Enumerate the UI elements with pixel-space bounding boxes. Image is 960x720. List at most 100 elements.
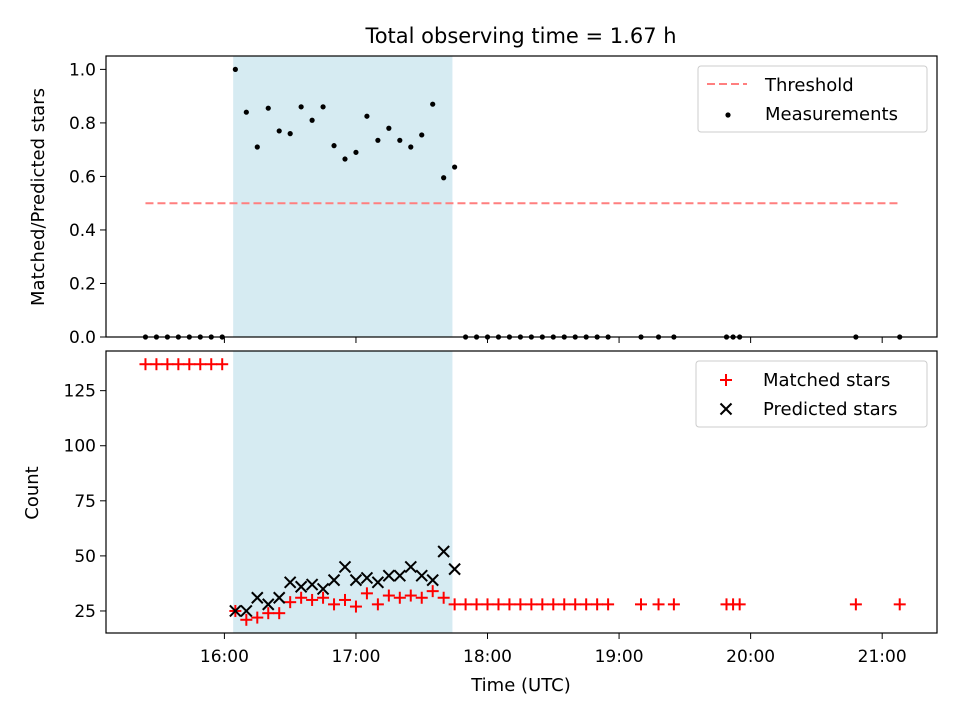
measurement-point <box>430 101 436 107</box>
predicted-star-point <box>338 560 352 574</box>
matched-star-point <box>514 598 527 611</box>
predicted-marker-b <box>415 569 428 582</box>
matched-star-point <box>382 589 395 602</box>
predicted-marker-b <box>283 576 297 589</box>
predicted-marker-b <box>426 573 439 587</box>
matched-star-point <box>415 591 428 604</box>
measurement-point <box>353 149 359 155</box>
matched-star-point <box>262 607 275 620</box>
matched-star-point <box>317 591 330 604</box>
top-y-tick-label: 0.6 <box>69 167 96 187</box>
matched-star-point <box>338 593 351 606</box>
matched-star-point <box>404 589 417 602</box>
predicted-marker-b <box>719 402 733 416</box>
predicted-marker-b <box>294 580 308 593</box>
matched-star-point <box>849 598 862 611</box>
predicted-marker-b <box>262 598 275 611</box>
bottom-panel: 25 50 75 100 125 16:00 17:00 18:00 19:00 20:00 21… <box>22 350 938 696</box>
measurement-point <box>386 125 392 131</box>
top-observing-window-shade <box>233 56 453 337</box>
predicted-star-point <box>251 591 264 604</box>
measurement-point <box>342 156 348 162</box>
matched-star-point <box>503 598 516 611</box>
matched-legend-plus <box>720 374 732 386</box>
predicted-marker-b <box>229 604 242 618</box>
matched-star-point <box>547 598 560 611</box>
measurement-point <box>331 143 337 149</box>
top-y-tick-label: 0.2 <box>69 274 96 294</box>
matched-star-point <box>492 598 505 611</box>
predicted-star-point <box>229 604 242 618</box>
top-panel: 0.0 0.2 0.4 0.6 0.8 1.0 Matched/Predicted sta… <box>28 55 938 348</box>
top-x-axis-ticks <box>223 337 883 343</box>
legend-measurements-label: Measurements <box>765 104 898 125</box>
measurement-point <box>298 104 304 110</box>
predicted-stars-legend-marker <box>719 402 733 416</box>
predicted-marker-b <box>371 576 385 589</box>
top-y-axis-ticks: 0.0 0.2 0.4 0.6 0.8 1.0 <box>69 60 106 348</box>
matched-star-point <box>371 598 384 611</box>
matched-star-point <box>161 358 174 371</box>
measurement-point <box>232 66 238 72</box>
matched-star-point <box>470 598 483 611</box>
measurement-point <box>364 113 370 119</box>
matched-star-point <box>139 358 152 371</box>
predicted-marker-b <box>327 573 341 587</box>
predicted-star-point <box>404 560 417 574</box>
x-tick-label: 16:00 <box>200 647 249 667</box>
predicted-marker-b <box>393 569 407 582</box>
predicted-marker-b <box>273 591 286 604</box>
predicted-marker-b <box>316 582 330 596</box>
measurement-point <box>375 137 381 143</box>
predicted-marker-b <box>360 571 374 585</box>
matched-star-point <box>652 598 665 611</box>
bottom-y-tick-label: 75 <box>74 492 96 512</box>
bottom-y-tick-label: 50 <box>74 547 96 567</box>
matched-star-point <box>634 598 647 611</box>
predicted-star-point <box>426 573 439 587</box>
predicted-star-point <box>448 562 461 576</box>
bottom-y-axis-ticks: 25 50 75 100 125 <box>64 382 106 622</box>
matched-star-point <box>893 598 906 611</box>
predicted-star-point <box>349 573 363 587</box>
predicted-star-point <box>305 578 319 591</box>
measurement-point <box>254 144 260 150</box>
bottom-y-axis-label: Count <box>22 466 43 519</box>
legend-predicted-label: Predicted stars <box>763 399 897 420</box>
measurement-point <box>243 109 249 115</box>
matched-star-point <box>183 358 196 371</box>
measurement-point <box>441 175 447 181</box>
measurement-point <box>265 105 271 111</box>
matched-star-point <box>251 611 264 624</box>
measurement-point <box>419 132 425 138</box>
top-y-tick-label: 0.0 <box>69 328 96 348</box>
matched-star-point <box>393 591 406 604</box>
measurement-point <box>320 104 326 110</box>
matched-star-point <box>205 358 218 371</box>
legend-threshold-label: Threshold <box>764 75 854 96</box>
predicted-marker-b <box>251 591 264 604</box>
x-tick-label: 17:00 <box>331 647 380 667</box>
bottom-legend-box <box>695 360 928 428</box>
top-plot-frame <box>105 55 938 338</box>
top-y-tick-label: 0.4 <box>69 221 96 241</box>
predicted-marker-b <box>448 562 461 576</box>
predicted-star-point <box>327 573 341 587</box>
predicted-star-point <box>316 582 330 596</box>
matched-star-point <box>667 598 680 611</box>
matched-star-point <box>349 600 362 613</box>
x-tick-label: 20:00 <box>726 647 775 667</box>
measurement-point <box>408 144 414 150</box>
matched-star-point <box>216 358 229 371</box>
x-axis-label: Time (UTC) <box>470 675 571 696</box>
predicted-marker-b <box>404 560 417 574</box>
matched-star-point <box>150 358 163 371</box>
bottom-legend: Matched stars Predicted stars <box>695 360 928 428</box>
matched-star-point <box>591 598 604 611</box>
chart-title: Total observing time = 1.67 h <box>364 24 676 48</box>
matched-star-point <box>328 598 341 611</box>
predicted-star-point <box>371 576 385 589</box>
bottom-y-tick-label: 125 <box>64 382 96 402</box>
x-tick-label: 21:00 <box>858 647 907 667</box>
top-y-tick-label: 1.0 <box>69 60 96 80</box>
